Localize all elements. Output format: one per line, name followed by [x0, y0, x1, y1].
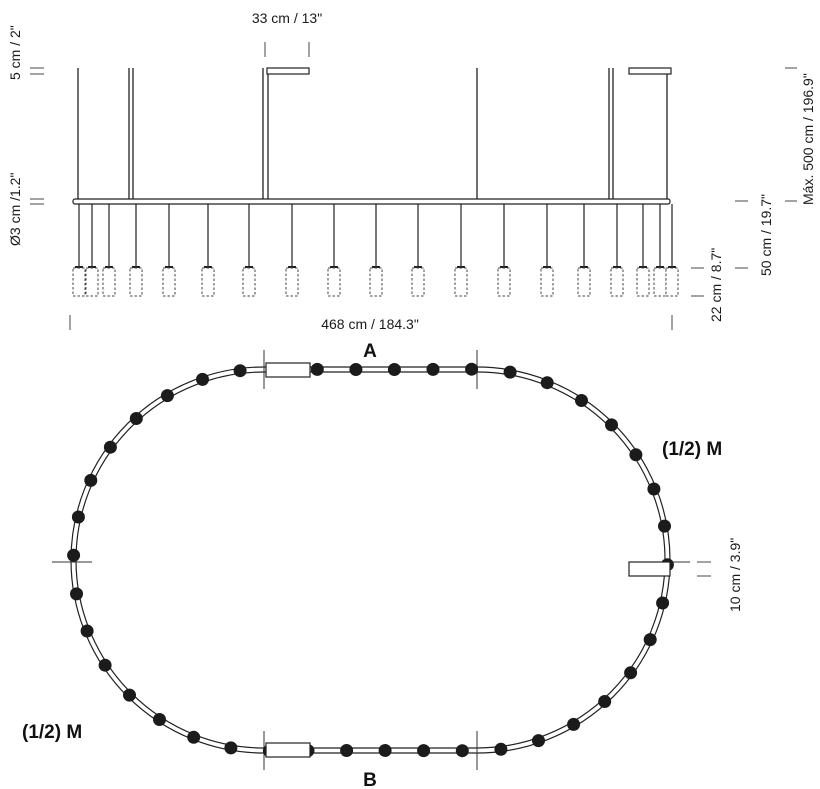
plan-lamp-head [160, 389, 174, 403]
pendant-lamp [540, 204, 554, 297]
pendant-lamp [653, 204, 667, 297]
pendant-lamp [85, 204, 99, 297]
connector-bottom [265, 742, 311, 758]
plan-lamp-head [71, 510, 85, 524]
lamp-height-label: 22 cm / 8.7" [708, 248, 724, 322]
plan-lamp-head [629, 448, 643, 462]
plan-lamp-head [417, 744, 431, 758]
plan-lamp-head [123, 688, 136, 702]
plan-lamp-head [426, 362, 440, 376]
half-module-right-label: (1/2) M [662, 439, 722, 460]
plan-lamp-head [70, 587, 83, 601]
plan-lamp-head [187, 730, 201, 744]
pendant-lamp [242, 204, 256, 297]
elevation-view: 33 cm / 13" 5 cm / 2" Ø3 cm /1.2" [7, 10, 816, 332]
plan-lamp-head [387, 363, 401, 376]
ring-side [72, 198, 671, 205]
plan-lamp-head [567, 717, 581, 731]
track-ring-outer [70, 366, 671, 754]
plan-lamp-head [153, 713, 166, 726]
pendant-lamp [162, 204, 176, 297]
max-height-label: Máx. 500 cm / 196.9" [800, 73, 816, 205]
plan-lamp-heads [67, 362, 674, 758]
plan-lamp-head [224, 741, 238, 755]
plan-lamp-head [233, 364, 247, 378]
plan-lamp-head [643, 633, 657, 647]
plan-lamp-head [575, 394, 588, 407]
pendant-lamp [369, 204, 383, 297]
pendant-lamp [129, 204, 143, 297]
ring-diameter-label: Ø3 cm /1.2" [7, 173, 23, 246]
connector-size-label: 10 cm / 3.9" [727, 538, 743, 612]
pendant-lamp [636, 204, 650, 297]
connector-top [265, 362, 311, 378]
plan-lamp-head [503, 365, 517, 379]
canopy-right [628, 67, 672, 75]
pendant-lamp [577, 204, 591, 297]
plan-lamp-head [455, 744, 469, 758]
canopy-height-label: 5 cm / 2" [7, 25, 23, 80]
plan-lamp-head [658, 519, 671, 533]
suspension-cables [77, 68, 668, 200]
pendant-lamp [327, 204, 341, 297]
plan-lamp-head [340, 744, 354, 757]
plan-lamp-head [196, 372, 209, 386]
plan-lamp-head [605, 418, 618, 432]
pendant-lamp [201, 204, 215, 297]
plan-lamp-head [310, 362, 324, 376]
plan-lamp-head [129, 412, 143, 425]
plan-lamp-head [647, 482, 661, 496]
section-label-a: A [363, 341, 377, 362]
plan-lamp-head [656, 596, 670, 610]
half-module-left-label: (1/2) M [22, 722, 82, 743]
plan-lamp-head [532, 734, 545, 748]
connector-right [628, 561, 671, 577]
drop-height-label: 50 cm / 19.7" [758, 194, 774, 276]
pendant-lamp [497, 204, 511, 297]
pendant-lamp [665, 204, 679, 297]
plan-lamp-head [349, 363, 363, 376]
pendant-lamp [72, 204, 86, 297]
plan-lamp-head [465, 362, 479, 376]
plan-lamp-head [98, 658, 112, 672]
pendant-lamp [102, 204, 116, 297]
plan-lamp-head [103, 440, 117, 454]
plan-lamp-head [80, 624, 94, 638]
overall-width-label: 468 cm / 184.3" [321, 316, 419, 332]
plan-lamp-head [378, 744, 392, 757]
track-ring-inner [75, 371, 666, 749]
plan-lamp-head [624, 666, 638, 680]
pendant-lamps [72, 204, 679, 297]
section-label-b: B [363, 770, 377, 789]
pendant-lamp [610, 204, 624, 297]
canopy-left [266, 67, 310, 75]
pendant-lamp [411, 204, 425, 297]
canopy-width-label: 33 cm / 13" [252, 10, 322, 26]
plan-view: A B 10 cm / 3.9" (1/2) M (1/2) M [22, 341, 743, 789]
plan-lamp-head [598, 695, 612, 708]
plan-lamp-head [84, 473, 98, 487]
plan-lamp-head [67, 548, 81, 562]
plan-lamp-head [494, 742, 508, 756]
plan-lamp-head [540, 376, 554, 390]
pendant-lamp [454, 204, 468, 297]
pendant-lamp [285, 204, 299, 297]
